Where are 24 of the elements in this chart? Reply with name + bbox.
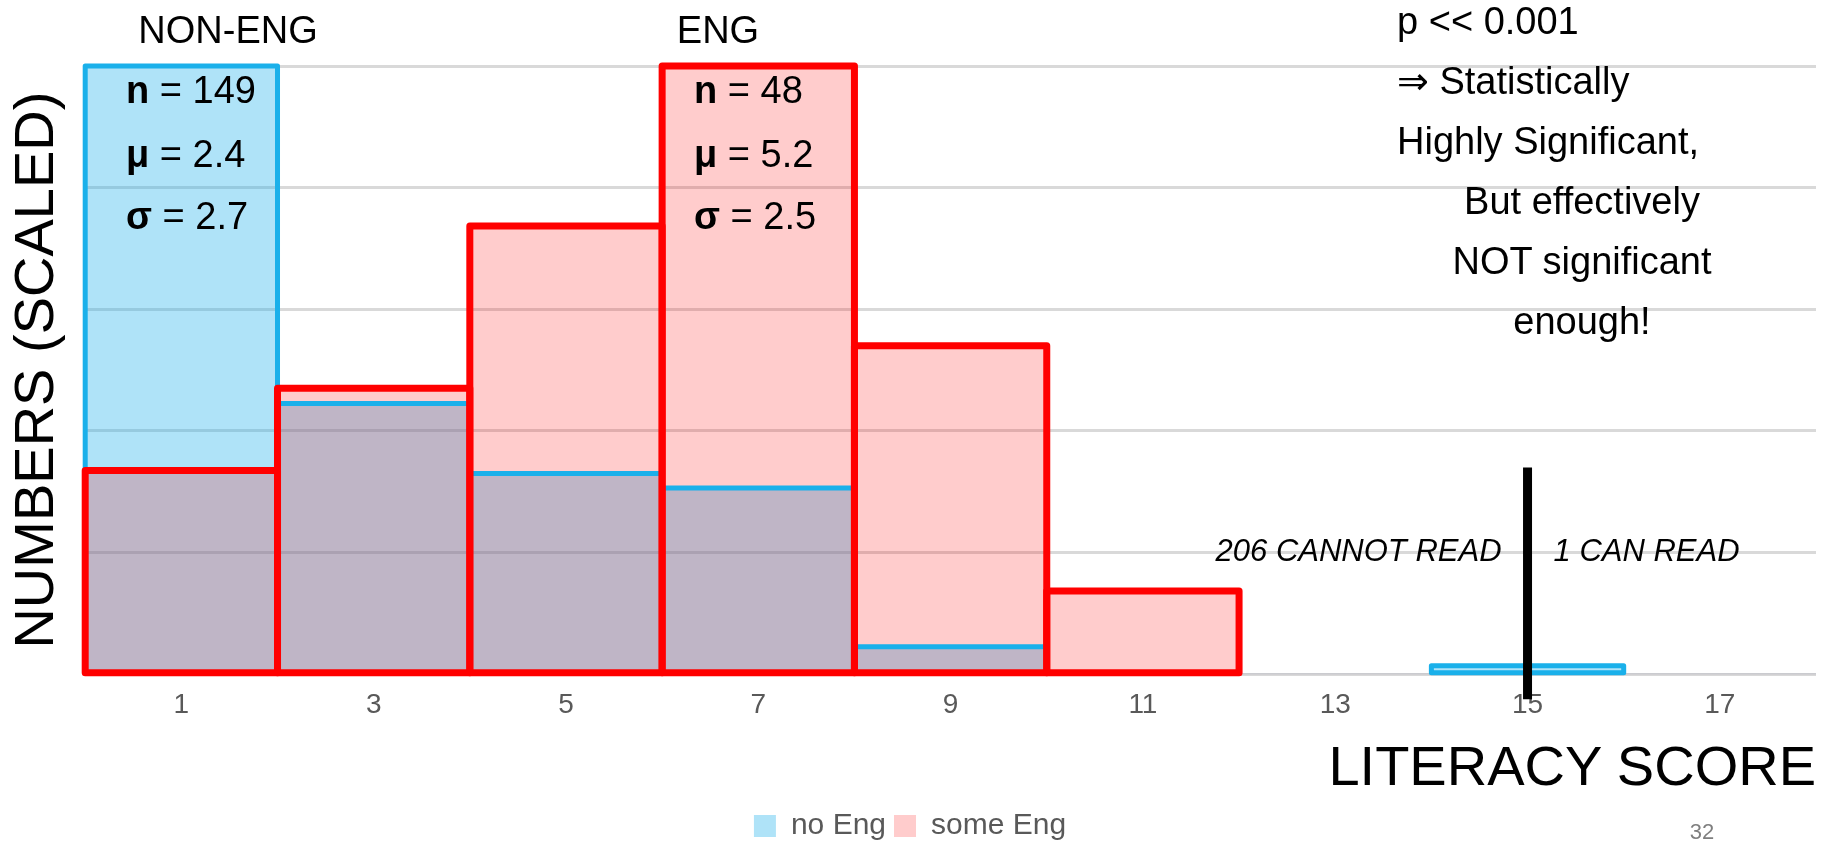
text: ENG: [676, 9, 760, 52]
legend-label: some Eng: [931, 807, 1067, 841]
annotation: p << 0.001 ⇒ Statistically Highly Significant, But effectively NOT significant enough!: [1397, 0, 1712, 343]
x-tick-label: 3: [365, 687, 382, 719]
x-tick-label: 7: [750, 687, 767, 719]
annotation: n = 149: [126, 69, 256, 112]
text: 32: [1689, 819, 1715, 845]
x-axis-title: LITERACY SCORE: [1328, 733, 1816, 797]
annotation: n = 48: [694, 69, 803, 112]
annotation: 1 CAN READ: [1553, 533, 1740, 569]
legend-label: no Eng: [790, 807, 887, 841]
x-tick-label: 1: [173, 687, 190, 719]
text: NON-ENG: [138, 9, 318, 52]
x-tick-label: 17: [1704, 687, 1736, 719]
annotation: σ = 2.7: [126, 195, 249, 238]
x-tick-label: 11: [1128, 687, 1158, 719]
annotation: 206 CANNOT READ: [1214, 533, 1502, 569]
annotation: μ = 5.2: [694, 133, 814, 176]
y-axis-title: NUMBERS (SCALED): [2, 91, 66, 649]
x-tick-label: 9: [942, 687, 959, 719]
annotation: σ = 2.5: [694, 195, 817, 238]
annotation: μ = 2.4: [126, 133, 246, 176]
x-tick-label: 13: [1319, 687, 1351, 719]
x-tick-label: 5: [558, 687, 574, 719]
